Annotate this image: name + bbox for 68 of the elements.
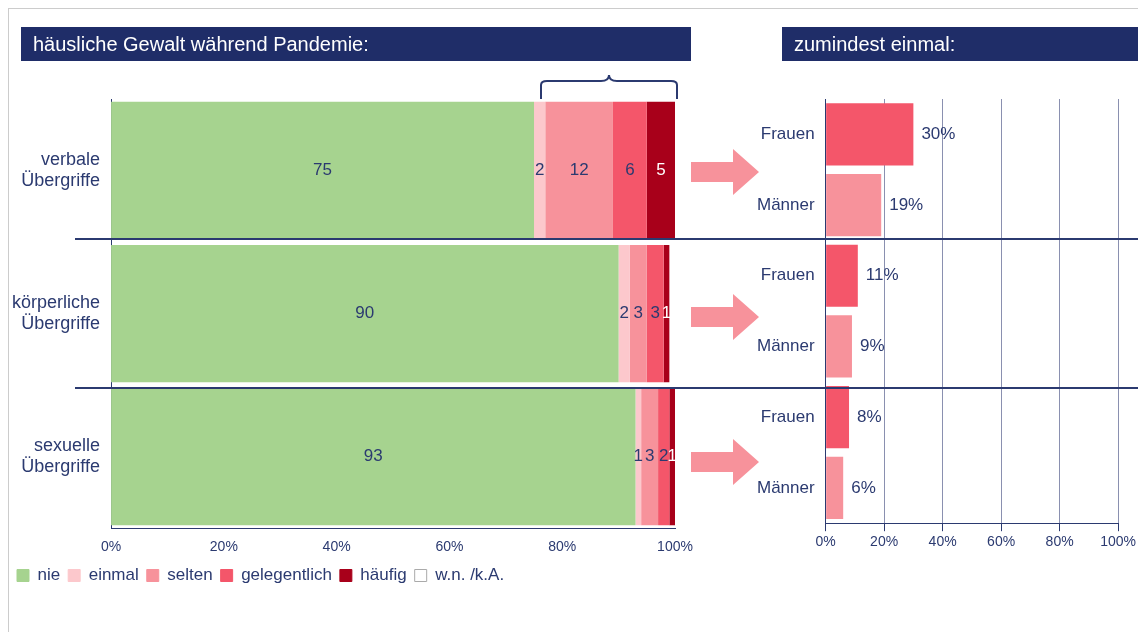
bar	[826, 173, 882, 237]
legend-label: gelegentlich	[241, 565, 332, 585]
data-label: 9%	[859, 336, 885, 356]
data-label: 3	[644, 446, 655, 466]
bar	[646, 101, 675, 240]
bar	[826, 456, 844, 519]
y-tick-label: sexuelle Übergriffe	[21, 434, 101, 477]
data-label: 6%	[851, 477, 876, 497]
data-label: 12	[569, 160, 589, 180]
bar	[111, 388, 636, 526]
data-label: 6	[625, 160, 635, 180]
y-tick-label: verbale Übergriffe	[21, 148, 101, 191]
x-tick-label: 80%	[1045, 533, 1074, 550]
chart-title: häusliche Gewalt während Pandemie:	[21, 27, 691, 61]
x-tick-label: 60%	[987, 533, 1016, 550]
data-label: 1	[667, 446, 677, 466]
bar	[534, 101, 546, 240]
data-label: 90	[355, 303, 375, 323]
data-label: 75	[313, 160, 332, 180]
data-label: 93	[363, 446, 383, 466]
x-tick-label: 80%	[548, 538, 577, 555]
x-tick-label: 100%	[1100, 533, 1136, 550]
bar	[658, 388, 670, 526]
bar	[669, 388, 675, 526]
data-label: 3	[650, 303, 660, 323]
bar	[111, 101, 535, 240]
legend-label: nie	[37, 565, 61, 585]
data-label: 1	[633, 446, 644, 466]
y-tick-label: Frauen	[760, 124, 815, 144]
bar	[111, 244, 619, 383]
bar	[612, 101, 647, 240]
y-tick-label: Männer	[757, 336, 815, 356]
x-tick-label: 60%	[435, 538, 464, 555]
x-tick-label: 100%	[657, 538, 693, 555]
bar	[629, 244, 647, 383]
bar	[545, 101, 613, 240]
bar	[826, 103, 914, 166]
x-tick-label: 0%	[100, 538, 122, 555]
legend-label: w.n. /k.A.	[434, 565, 505, 585]
data-label: 2	[619, 303, 629, 323]
x-tick-label: 0%	[815, 533, 836, 550]
data-label: 2	[658, 446, 669, 466]
x-tick-label: 40%	[322, 538, 351, 555]
data-label: 3	[633, 303, 644, 323]
bar	[641, 388, 659, 526]
chart-title: zumindest einmal:	[782, 27, 1138, 61]
data-label: 19%	[889, 194, 924, 214]
legend-label: einmal	[88, 565, 139, 585]
bar	[646, 244, 664, 383]
data-label: 5	[656, 160, 666, 180]
data-label: 2	[534, 160, 545, 180]
x-tick-label: 40%	[928, 533, 957, 550]
y-tick-label: Männer	[757, 477, 815, 497]
x-tick-label: 20%	[870, 533, 899, 550]
y-tick-label: Frauen	[760, 406, 815, 426]
data-label: 30%	[921, 124, 956, 144]
y-tick-label: Frauen	[760, 265, 815, 285]
legend-label: selten	[167, 565, 213, 585]
y-tick-label: Männer	[757, 194, 815, 214]
y-tick-label: körperliche Übergriffe	[11, 291, 101, 334]
data-label: 11%	[865, 265, 899, 285]
x-tick-label: 20%	[209, 538, 238, 555]
bar	[618, 244, 630, 383]
bar	[826, 244, 858, 307]
bar	[826, 386, 850, 449]
legend-label: häufig	[360, 565, 407, 585]
data-label: 8%	[857, 406, 882, 426]
bar	[826, 315, 852, 378]
